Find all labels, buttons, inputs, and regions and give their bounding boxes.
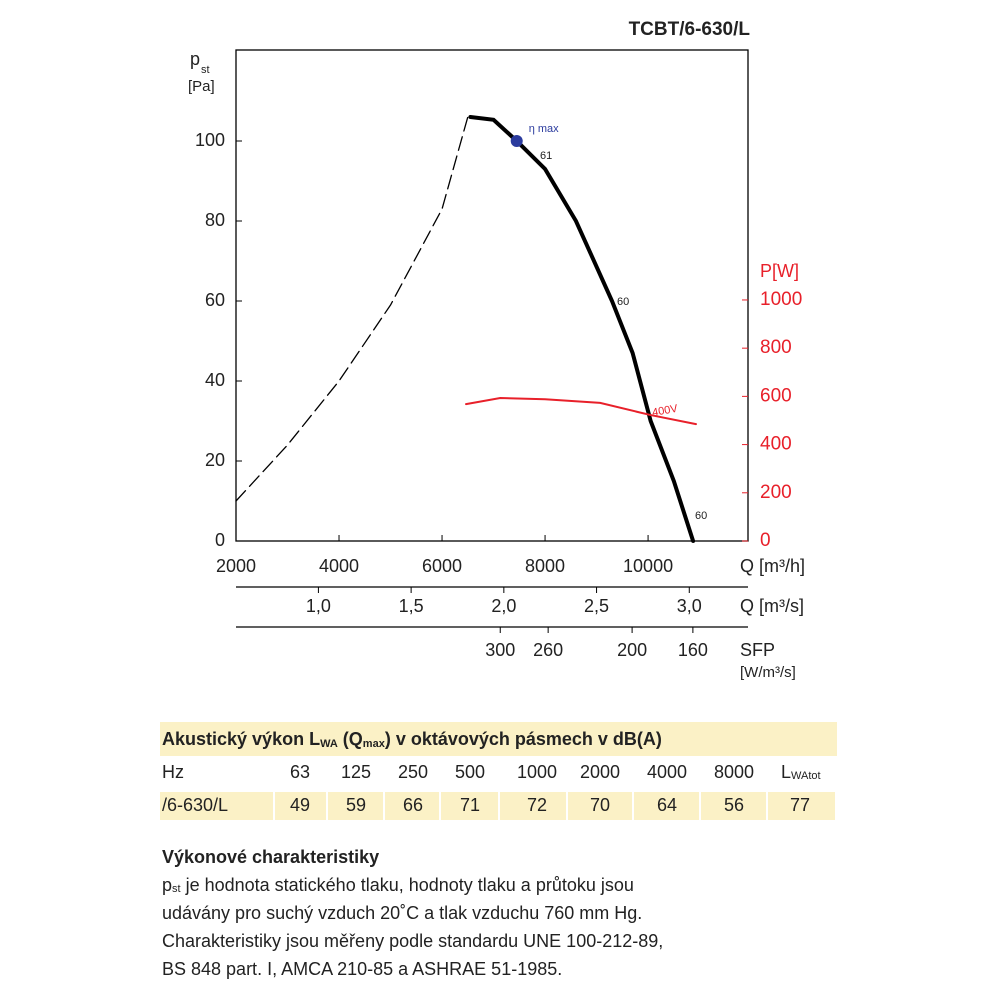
table-cell-text: 72 <box>527 795 547 815</box>
sfp-tick-label: 300 <box>485 640 515 660</box>
x-label: Q [m³/h] <box>740 556 805 576</box>
series-label: 400V <box>651 403 679 419</box>
header-last: LWAtot <box>781 762 821 782</box>
table-header: 63 <box>290 762 310 782</box>
table-header: 500 <box>455 762 485 782</box>
table-header: 8000 <box>714 762 754 782</box>
sfp-unit: [W/m³/s] <box>740 664 796 681</box>
table-header: 4000 <box>647 762 687 782</box>
table-cell <box>441 792 498 820</box>
table-cell-text: 66 <box>403 795 423 815</box>
series-line <box>235 116 469 502</box>
t: WA <box>320 738 338 750</box>
t: ) v oktávových pásmech v dB(A) <box>385 729 662 749</box>
y-label-sub: st <box>201 64 210 76</box>
y-tick-label: 20 <box>205 450 225 470</box>
t: L <box>781 762 791 782</box>
y2-tick-label: 200 <box>760 482 792 503</box>
notes-line: pst je hodnota statického tlaku, hodnoty… <box>162 875 634 895</box>
annotation: 61 <box>540 150 552 162</box>
sfp-tick-label: 260 <box>533 640 563 660</box>
y2-tick-label: 600 <box>760 385 792 406</box>
y-tick-label: 40 <box>205 370 225 390</box>
table-cell <box>160 792 273 820</box>
table-header: 125 <box>341 762 371 782</box>
table-cell-text: 77 <box>790 795 810 815</box>
x2-tick-label: 2,0 <box>491 596 516 616</box>
series-line <box>465 397 697 426</box>
t: p <box>162 875 172 895</box>
table-title: Akustický výkon LWA (Qmax) v oktávových … <box>162 729 662 750</box>
table-cell <box>768 792 835 820</box>
notes-line: udávány pro suchý vzduch 20˚C a tlak vzd… <box>162 903 642 923</box>
table-cell <box>328 792 383 820</box>
y2-label: P[W] <box>760 261 799 281</box>
x2-tick-label: 1,0 <box>306 596 331 616</box>
eta-max-point <box>510 135 523 147</box>
x2-tick-label: 1,5 <box>399 596 424 616</box>
eta-max-label: η max <box>529 123 559 135</box>
table-cell <box>634 792 699 820</box>
chart-title: TCBT/6-630/L <box>629 19 751 40</box>
table-cell-text: 49 <box>290 795 310 815</box>
y-tick-label: 80 <box>205 210 225 230</box>
y-label: p <box>190 49 200 69</box>
y2-tick-label: 0 <box>760 530 771 551</box>
t: st <box>172 883 181 895</box>
x2-label: Q [m³/s] <box>740 596 804 616</box>
table-cell <box>701 792 766 820</box>
table-header: Hz <box>162 762 184 782</box>
sfp-tick-label: 200 <box>617 640 647 660</box>
table-cell <box>568 792 632 820</box>
x2-tick-label: 3,0 <box>677 596 702 616</box>
table-header: 2000 <box>580 762 620 782</box>
table-cell-text: 59 <box>346 795 366 815</box>
table-cell-text: 70 <box>590 795 610 815</box>
x-tick-label: 10000 <box>623 556 673 576</box>
y2-tick-label: 400 <box>760 434 792 455</box>
table-cell-text: 64 <box>657 795 677 815</box>
y-tick-label: 0 <box>215 530 225 550</box>
y2-tick-label: 1000 <box>760 289 802 310</box>
table-cell-text: 56 <box>724 795 744 815</box>
x-tick-label: 4000 <box>319 556 359 576</box>
table-title-band <box>160 722 837 756</box>
table-cell-text: /6-630/L <box>162 795 228 815</box>
table-cell-text: 71 <box>460 795 480 815</box>
notes-line: BS 848 part. I, AMCA 210-85 a ASHRAE 51-… <box>162 959 562 979</box>
table-header: 250 <box>398 762 428 782</box>
table-header: 1000 <box>517 762 557 782</box>
y-tick-label: 100 <box>195 130 225 150</box>
x2-tick-label: 2,5 <box>584 596 609 616</box>
y-tick-label: 60 <box>205 290 225 310</box>
notes-heading: Výkonové charakteristiky <box>162 847 379 867</box>
x-tick-label: 8000 <box>525 556 565 576</box>
t: max <box>363 738 386 750</box>
sfp-label: SFP <box>740 640 775 660</box>
y2-tick-label: 800 <box>760 337 792 358</box>
series-line <box>468 115 696 543</box>
t: Akustický výkon L <box>162 729 320 749</box>
x-tick-label: 6000 <box>422 556 462 576</box>
plot-frame <box>235 49 749 542</box>
table-cell <box>500 792 566 820</box>
notes-line: Charakteristiky jsou měřeny podle standa… <box>162 931 663 951</box>
x-tick-label: 2000 <box>216 556 256 576</box>
annotation: 60 <box>617 296 629 308</box>
t: (Q <box>338 729 363 749</box>
table-cell <box>275 792 326 820</box>
table-cell <box>385 792 439 820</box>
t: WAtot <box>791 770 821 782</box>
t: je hodnota statického tlaku, hodnoty tla… <box>181 875 634 895</box>
annotation: 60 <box>695 510 707 522</box>
sfp-tick-label: 160 <box>678 640 708 660</box>
y-label-unit: [Pa] <box>188 78 215 95</box>
